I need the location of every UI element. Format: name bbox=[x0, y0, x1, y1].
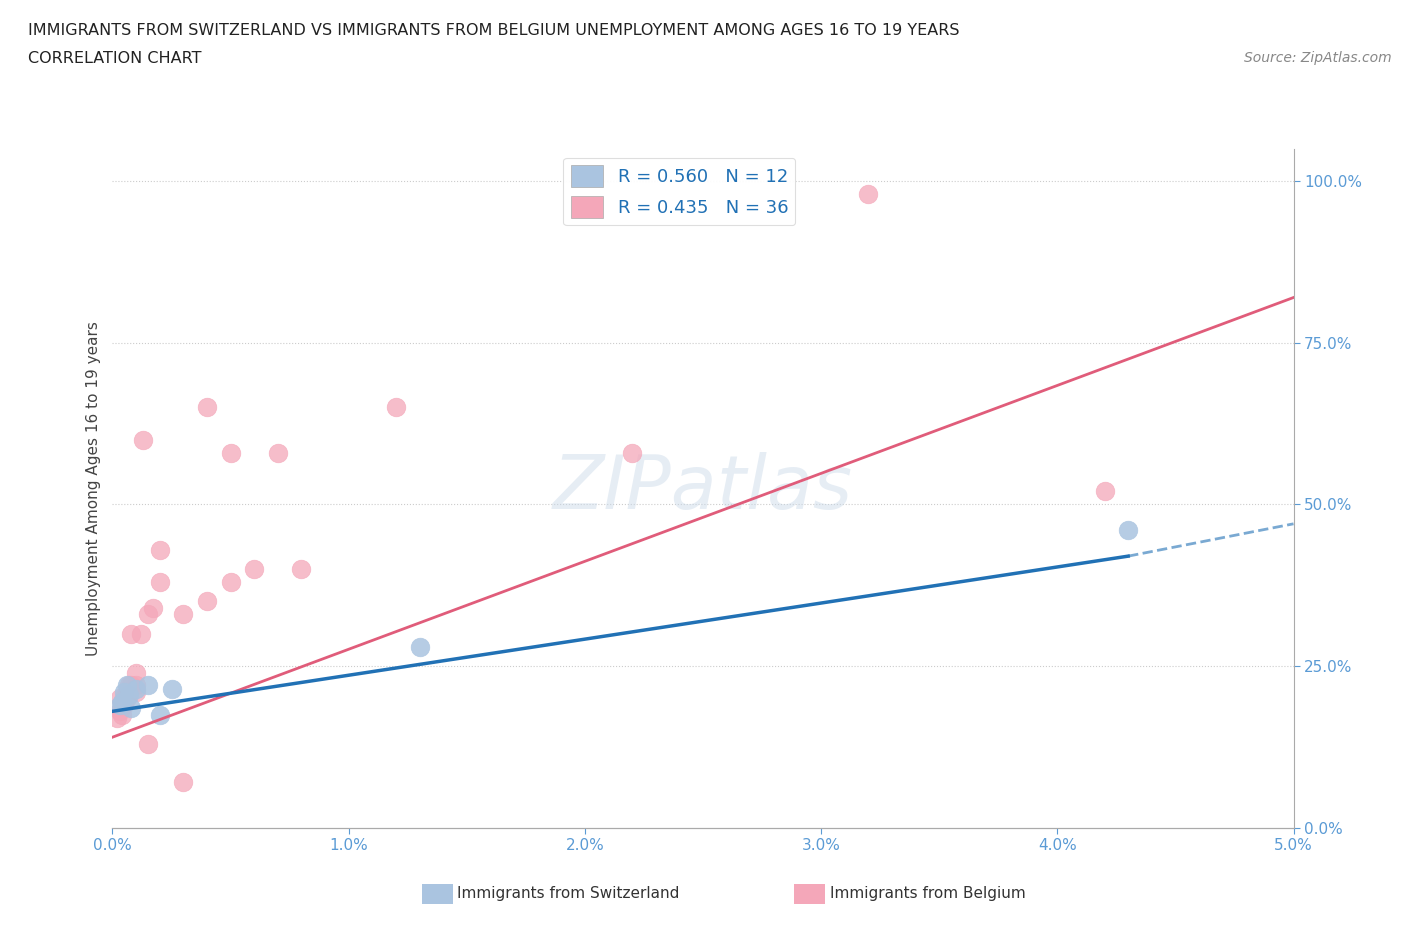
Point bbox=[125, 682, 148, 697]
Point bbox=[118, 684, 141, 699]
Point bbox=[621, 445, 644, 460]
Point bbox=[267, 445, 290, 460]
Point bbox=[149, 575, 172, 590]
Text: Source: ZipAtlas.com: Source: ZipAtlas.com bbox=[1244, 51, 1392, 65]
Point bbox=[108, 704, 131, 719]
Point bbox=[111, 694, 134, 709]
Point bbox=[385, 400, 408, 415]
Point bbox=[132, 432, 155, 447]
Point bbox=[120, 626, 142, 641]
Point bbox=[129, 626, 152, 641]
Point bbox=[108, 691, 131, 706]
Point bbox=[112, 684, 135, 699]
Point bbox=[125, 678, 148, 693]
Point bbox=[115, 684, 138, 699]
Point bbox=[172, 775, 194, 790]
Point bbox=[118, 687, 141, 702]
Point bbox=[408, 639, 430, 654]
Point bbox=[120, 700, 142, 715]
Point bbox=[136, 607, 159, 622]
Point bbox=[125, 665, 148, 680]
Point bbox=[105, 711, 128, 725]
Point bbox=[1116, 523, 1139, 538]
Text: ZIPatlas: ZIPatlas bbox=[553, 452, 853, 525]
Point bbox=[136, 737, 159, 751]
Point bbox=[112, 691, 135, 706]
Point bbox=[120, 678, 142, 693]
Point bbox=[115, 678, 138, 693]
Point bbox=[136, 678, 159, 693]
Point bbox=[112, 698, 135, 712]
Point bbox=[111, 698, 134, 712]
Legend: R = 0.560   N = 12, R = 0.435   N = 36: R = 0.560 N = 12, R = 0.435 N = 36 bbox=[564, 158, 796, 225]
Text: Immigrants from Switzerland: Immigrants from Switzerland bbox=[457, 886, 679, 901]
Point bbox=[118, 678, 141, 693]
Point bbox=[195, 594, 218, 609]
Point bbox=[125, 684, 148, 699]
Point bbox=[111, 707, 134, 722]
Point bbox=[219, 575, 242, 590]
Point bbox=[149, 707, 172, 722]
Point bbox=[149, 542, 172, 557]
Point bbox=[160, 682, 183, 697]
Point bbox=[1094, 484, 1116, 498]
Text: CORRELATION CHART: CORRELATION CHART bbox=[28, 51, 201, 66]
Point bbox=[219, 445, 242, 460]
Point bbox=[290, 562, 312, 577]
Point bbox=[115, 691, 138, 706]
Y-axis label: Unemployment Among Ages 16 to 19 years: Unemployment Among Ages 16 to 19 years bbox=[86, 321, 101, 656]
Point bbox=[195, 400, 218, 415]
Text: Immigrants from Belgium: Immigrants from Belgium bbox=[830, 886, 1025, 901]
Point bbox=[858, 187, 880, 202]
Text: IMMIGRANTS FROM SWITZERLAND VS IMMIGRANTS FROM BELGIUM UNEMPLOYMENT AMONG AGES 1: IMMIGRANTS FROM SWITZERLAND VS IMMIGRANT… bbox=[28, 23, 960, 38]
Point bbox=[172, 607, 194, 622]
Point bbox=[108, 698, 131, 712]
Point bbox=[243, 562, 266, 577]
Point bbox=[142, 601, 165, 616]
